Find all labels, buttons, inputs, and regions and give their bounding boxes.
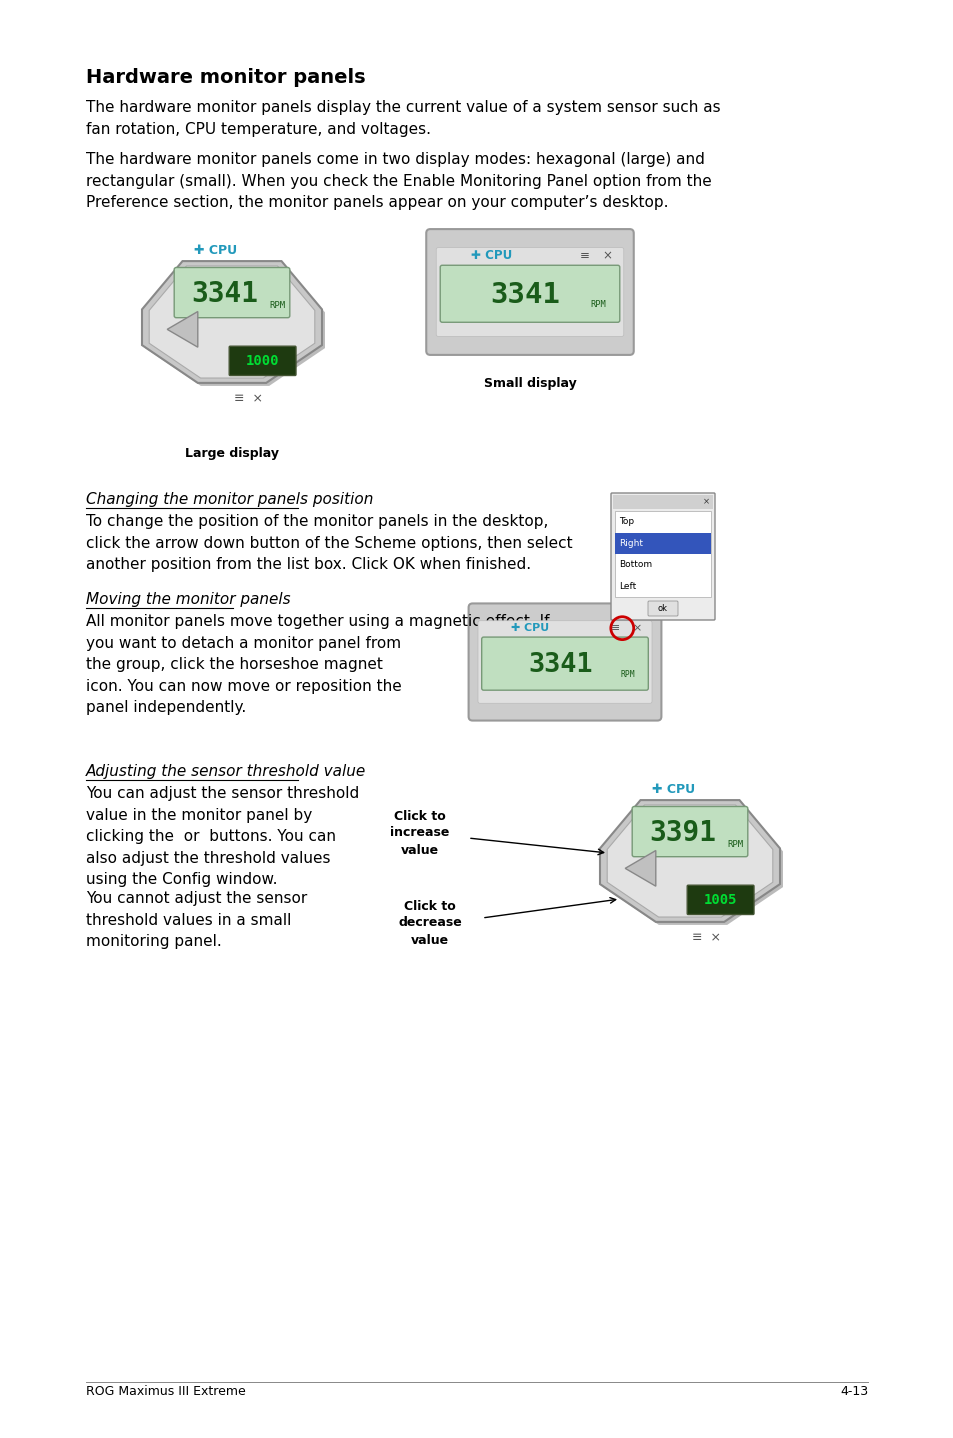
Text: Changing the monitor panels position: Changing the monitor panels position <box>86 492 373 508</box>
Text: ✚ CPU: ✚ CPU <box>471 249 512 262</box>
Text: Right: Right <box>618 539 642 548</box>
FancyBboxPatch shape <box>174 267 290 318</box>
Bar <box>615 532 710 554</box>
Text: ✚ CPU: ✚ CPU <box>510 623 548 633</box>
Text: RPM: RPM <box>726 840 742 848</box>
FancyBboxPatch shape <box>610 493 714 620</box>
Text: RPM: RPM <box>269 301 285 309</box>
Text: You cannot adjust the sensor
threshold values in a small
monitoring panel.: You cannot adjust the sensor threshold v… <box>86 892 307 949</box>
FancyBboxPatch shape <box>436 247 623 336</box>
Text: ×: × <box>632 623 641 633</box>
FancyBboxPatch shape <box>477 621 651 703</box>
Polygon shape <box>167 312 197 347</box>
Text: Small display: Small display <box>483 377 576 390</box>
FancyBboxPatch shape <box>481 637 648 690</box>
Text: You can adjust the sensor threshold
value in the monitor panel by
clicking the  : You can adjust the sensor threshold valu… <box>86 787 358 887</box>
Text: Bottom: Bottom <box>618 561 652 569</box>
Bar <box>615 510 710 597</box>
FancyBboxPatch shape <box>229 347 295 375</box>
Text: Large display: Large display <box>185 447 278 460</box>
Text: ≡: ≡ <box>579 249 589 262</box>
Text: To change the position of the monitor panels in the desktop,
click the arrow dow: To change the position of the monitor pa… <box>86 513 572 572</box>
Text: 1000: 1000 <box>246 354 279 368</box>
Text: ✚ CPU: ✚ CPU <box>194 244 237 257</box>
FancyBboxPatch shape <box>686 886 753 915</box>
Text: ≡: ≡ <box>611 623 619 633</box>
Text: 1005: 1005 <box>703 893 737 907</box>
Text: Moving the monitor panels: Moving the monitor panels <box>86 592 290 607</box>
Text: ≡  ×: ≡ × <box>691 932 720 945</box>
FancyBboxPatch shape <box>468 604 660 720</box>
Text: The hardware monitor panels display the current value of a system sensor such as: The hardware monitor panels display the … <box>86 101 720 137</box>
Polygon shape <box>599 800 780 922</box>
Text: 3341: 3341 <box>192 279 258 308</box>
Text: Click to
increase
value: Click to increase value <box>390 810 449 857</box>
Polygon shape <box>142 262 322 383</box>
Text: Top: Top <box>618 518 634 526</box>
FancyBboxPatch shape <box>426 229 633 355</box>
Text: 4-13: 4-13 <box>840 1385 867 1398</box>
Text: Adjusting the sensor threshold value: Adjusting the sensor threshold value <box>86 764 366 779</box>
Text: ×: × <box>602 249 612 262</box>
Text: RPM: RPM <box>589 301 605 309</box>
Text: 3341: 3341 <box>528 651 592 677</box>
Text: All monitor panels move together using a magnetic effect. If
you want to detach : All monitor panels move together using a… <box>86 614 549 715</box>
Text: RPM: RPM <box>619 670 635 679</box>
Text: ROG Maximus III Extreme: ROG Maximus III Extreme <box>86 1385 245 1398</box>
Text: Click to
decrease
value: Click to decrease value <box>397 900 461 946</box>
Text: ×: × <box>701 498 709 506</box>
Polygon shape <box>145 265 325 385</box>
Text: 3341: 3341 <box>490 280 559 309</box>
FancyBboxPatch shape <box>439 265 619 322</box>
Text: The hardware monitor panels come in two display modes: hexagonal (large) and
rec: The hardware monitor panels come in two … <box>86 152 711 210</box>
Text: 3391: 3391 <box>649 818 716 847</box>
FancyBboxPatch shape <box>632 807 747 857</box>
Text: Hardware monitor panels: Hardware monitor panels <box>86 68 365 88</box>
Text: ok: ok <box>658 604 667 613</box>
Polygon shape <box>624 850 655 886</box>
Text: Left: Left <box>618 582 636 591</box>
Text: ≡  ×: ≡ × <box>233 393 262 406</box>
Polygon shape <box>602 802 782 925</box>
Text: ✚ CPU: ✚ CPU <box>652 784 695 797</box>
Bar <box>613 495 712 509</box>
Polygon shape <box>606 805 772 917</box>
Polygon shape <box>149 266 314 378</box>
FancyBboxPatch shape <box>647 601 678 615</box>
